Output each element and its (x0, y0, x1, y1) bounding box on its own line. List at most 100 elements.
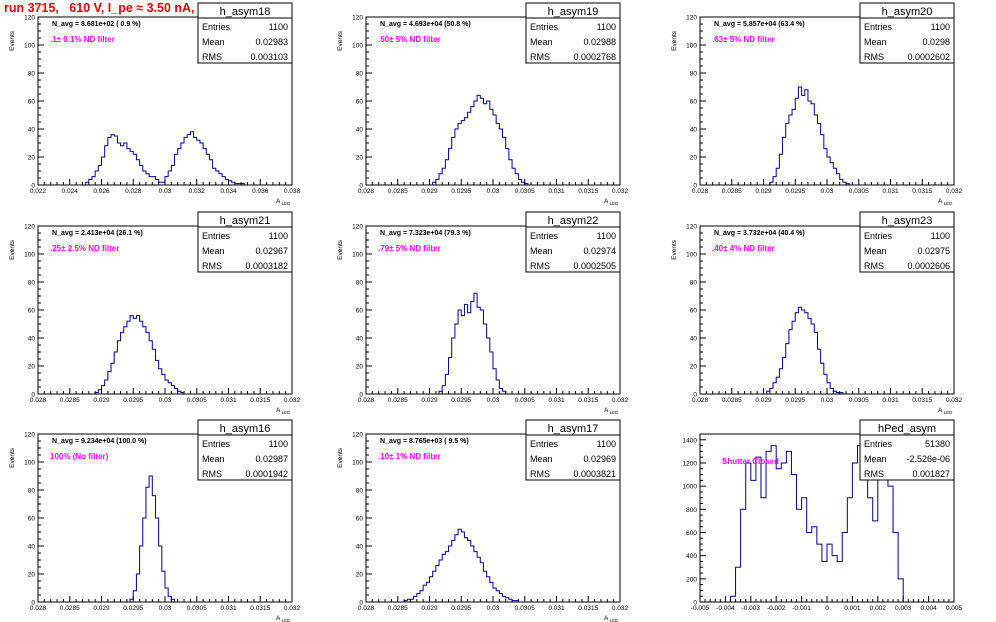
histogram-panel-h_asym22: 0 20 40 60 80 100 120 0.028 0.0285 0.029 0.0295 0.0… (337, 211, 629, 415)
x-tick-label: 0.0285 (388, 605, 408, 612)
stats-label: RMS (864, 261, 884, 271)
histogram-panel-h_asym23: 0 20 40 60 80 100 120 0.028 0.0285 0.029 0.0295 0.0… (671, 211, 963, 415)
x-tick-label: 0.029 (421, 397, 438, 404)
histogram-line (438, 292, 507, 394)
y-tick-label: 40 (28, 544, 36, 551)
x-tick-label: 0.028 (692, 188, 709, 195)
histogram-title: h_asym23 (882, 215, 933, 227)
y-tick-label: 20 (28, 572, 36, 579)
y-tick-label: 20 (356, 572, 364, 579)
stats-box (859, 2, 955, 64)
y-tick-label: 40 (28, 127, 36, 134)
y-tick-label: 100 (24, 252, 35, 259)
y-tick-label: 60 (28, 99, 36, 106)
stats-label: Mean (530, 37, 553, 47)
stats-label: RMS (530, 469, 550, 479)
stats-label: Mean (530, 246, 553, 256)
x-tick-label: 0.031 (548, 397, 565, 404)
x-axis-label: A LED (276, 407, 291, 415)
x-tick-label: 0.028 (358, 605, 375, 612)
stats-label: RMS (864, 469, 884, 479)
y-tick-label: 800 (686, 507, 697, 514)
stats-value: 1100 (269, 439, 288, 449)
stats-value: 51380 (925, 439, 950, 449)
stats-value: 0.0001942 (245, 469, 288, 479)
histogram-line (432, 94, 529, 185)
x-tick-label: 0.032 (612, 397, 629, 404)
y-axis-label: Events (671, 30, 678, 51)
y-tick-label: 0 (31, 600, 35, 607)
stats-label: Entries (202, 22, 231, 32)
x-tick-label: 0.003 (895, 605, 912, 612)
x-tick-label: 0.0315 (578, 188, 598, 195)
y-axis-label: Events (9, 239, 16, 260)
stats-box (525, 2, 621, 64)
navg-label: N_avg = 5.857e+04 (63.4 %) (714, 21, 805, 28)
x-tick-label: 0.034 (220, 188, 237, 195)
x-tick-label: 0.0305 (515, 605, 535, 612)
x-tick-label: 0.03 (821, 188, 834, 195)
navg-label: N_avg = 4.693e+04 (50.8 %) (380, 21, 471, 28)
histogram-panel-hPed_asym: 0 200 400 600 800 1000 1200 1400 -0.005 -0.004 -0.… (683, 419, 963, 612)
x-tick-label: 0.001 (844, 605, 861, 612)
x-tick-label: 0.0295 (451, 605, 471, 612)
y-tick-label: 80 (356, 71, 364, 78)
x-tick-label: 0.026 (93, 188, 110, 195)
y-tick-label: 0 (693, 392, 697, 399)
histogram-title: h_asym19 (548, 6, 599, 18)
stats-value: 0.02974 (583, 246, 616, 256)
x-tick-label: 0.031 (220, 605, 237, 612)
filter-label: .1± 0.1% ND filter (50, 35, 115, 44)
y-tick-label: 100 (686, 43, 697, 50)
x-tick-label: 0.029 (93, 605, 110, 612)
histogram-line (766, 306, 844, 394)
x-axis-label: A LED (276, 615, 291, 622)
navg-label: N_avg = 3.732e+04 (40.4 %) (714, 230, 805, 237)
y-tick-label: 40 (690, 336, 698, 343)
x-tick-label: 0.038 (284, 188, 301, 195)
y-tick-label: 100 (352, 43, 363, 50)
y-tick-label: 40 (28, 336, 36, 343)
x-tick-label: -0.004 (716, 605, 735, 612)
histogram-title: hPed_asym (878, 423, 936, 435)
x-tick-label: 0.0305 (187, 605, 207, 612)
stats-box (525, 211, 621, 273)
stats-value: 0.02983 (255, 37, 288, 47)
stats-box (859, 211, 955, 273)
x-tick-label: 0.03 (821, 397, 834, 404)
x-tick-label: 0.002 (870, 605, 887, 612)
y-tick-label: 120 (352, 432, 363, 439)
y-tick-label: 60 (28, 308, 36, 315)
y-tick-label: 400 (686, 553, 697, 560)
x-tick-label: 0.0315 (578, 605, 598, 612)
stats-label: Mean (202, 454, 225, 464)
y-tick-label: 20 (356, 155, 364, 162)
x-tick-label: 0.0305 (515, 397, 535, 404)
y-axis-label: Events (337, 447, 344, 468)
x-tick-label: 0.028 (30, 605, 47, 612)
x-tick-label: -0.003 (742, 605, 761, 612)
stats-value: 1100 (931, 231, 950, 241)
x-tick-label: 0.0295 (451, 188, 471, 195)
stats-value: 1100 (597, 231, 616, 241)
x-tick-label: 0.029 (421, 188, 438, 195)
y-tick-label: 0 (31, 392, 35, 399)
y-tick-label: 40 (690, 127, 698, 134)
filter-label: .79± 5% ND filter (378, 244, 441, 253)
x-tick-label: 0.0285 (722, 397, 742, 404)
x-axis-label: A LED (938, 407, 953, 415)
y-tick-label: 0 (693, 600, 697, 607)
y-tick-label: 80 (28, 71, 36, 78)
histogram-title: h_asym16 (220, 423, 271, 435)
stats-value: 0.02969 (583, 454, 616, 464)
stats-value: 0.0003182 (245, 261, 288, 271)
x-axis-label: A LED (604, 407, 619, 415)
y-tick-label: 80 (356, 280, 364, 287)
x-tick-label: 0.0285 (60, 605, 80, 612)
x-tick-label: 0.0285 (722, 188, 742, 195)
x-tick-label: 0.0315 (250, 397, 270, 404)
stats-value: 0.02988 (583, 37, 616, 47)
y-tick-label: 60 (28, 516, 36, 523)
stats-label: RMS (530, 52, 550, 62)
x-tick-label: 0.0285 (388, 188, 408, 195)
